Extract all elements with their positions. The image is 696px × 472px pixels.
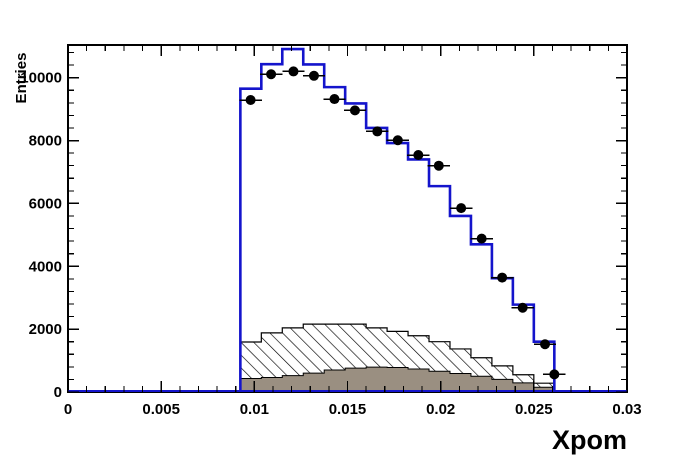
- x-tick-label: 0.005: [142, 401, 180, 418]
- data-point-marker: [456, 203, 467, 214]
- x-tick-label: 0: [64, 401, 72, 418]
- x-tick-label: 0.01: [240, 401, 269, 418]
- data-point-marker: [329, 94, 340, 105]
- y-tick-label: 6000: [29, 195, 62, 212]
- data-point-marker: [392, 135, 403, 146]
- x-tick-label: 0.03: [612, 401, 641, 418]
- data-layers: [239, 47, 566, 392]
- data-point-marker: [549, 369, 560, 380]
- y-tick-label: 10000: [20, 70, 62, 87]
- data-point-marker: [245, 95, 256, 106]
- x-tick-label: 0.02: [426, 401, 455, 418]
- data-point-marker: [349, 105, 360, 116]
- data-point-marker: [372, 126, 383, 137]
- data-point-marker: [517, 302, 528, 313]
- data-point-marker: [288, 66, 299, 77]
- series-background-solid: [239, 366, 555, 392]
- x-axis-tick-labels: 0 0.005 0.01 0.015 0.02 0.025 0.03: [64, 401, 642, 418]
- y-axis-title: Entries: [13, 53, 30, 104]
- y-tick-label: 8000: [29, 133, 62, 150]
- data-point-marker: [433, 160, 444, 171]
- y-axis-tick-labels: 0 2000 4000 6000 8000 10000: [20, 70, 62, 401]
- data-point-marker: [497, 272, 508, 283]
- y-tick-label: 4000: [29, 258, 62, 275]
- data-point-marker: [308, 70, 319, 81]
- y-tick-label: 2000: [29, 321, 62, 338]
- y-axis-ticks: [68, 51, 627, 393]
- data-point-marker: [266, 69, 277, 80]
- x-tick-label: 0.025: [515, 401, 553, 418]
- x-tick-label: 0.015: [329, 401, 367, 418]
- data-points-group: [239, 66, 566, 380]
- data-point-marker: [540, 339, 551, 350]
- y-tick-label: 0: [54, 384, 62, 401]
- x-axis-ticks: [67, 45, 628, 392]
- data-point-marker: [476, 233, 487, 244]
- data-point-marker: [413, 150, 424, 161]
- x-axis-title: Xpom: [552, 425, 627, 455]
